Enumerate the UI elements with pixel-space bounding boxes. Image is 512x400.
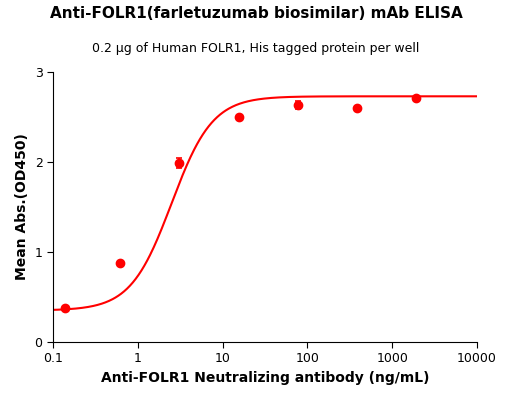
Y-axis label: Mean Abs.(OD450): Mean Abs.(OD450) bbox=[15, 134, 29, 280]
Text: Anti-FOLR1(farletuzumab biosimilar) mAb ELISA: Anti-FOLR1(farletuzumab biosimilar) mAb … bbox=[50, 6, 462, 21]
X-axis label: Anti-FOLR1 Neutralizing antibody (ng/mL): Anti-FOLR1 Neutralizing antibody (ng/mL) bbox=[101, 371, 429, 385]
Text: 0.2 μg of Human FOLR1, His tagged protein per well: 0.2 μg of Human FOLR1, His tagged protei… bbox=[92, 42, 420, 55]
